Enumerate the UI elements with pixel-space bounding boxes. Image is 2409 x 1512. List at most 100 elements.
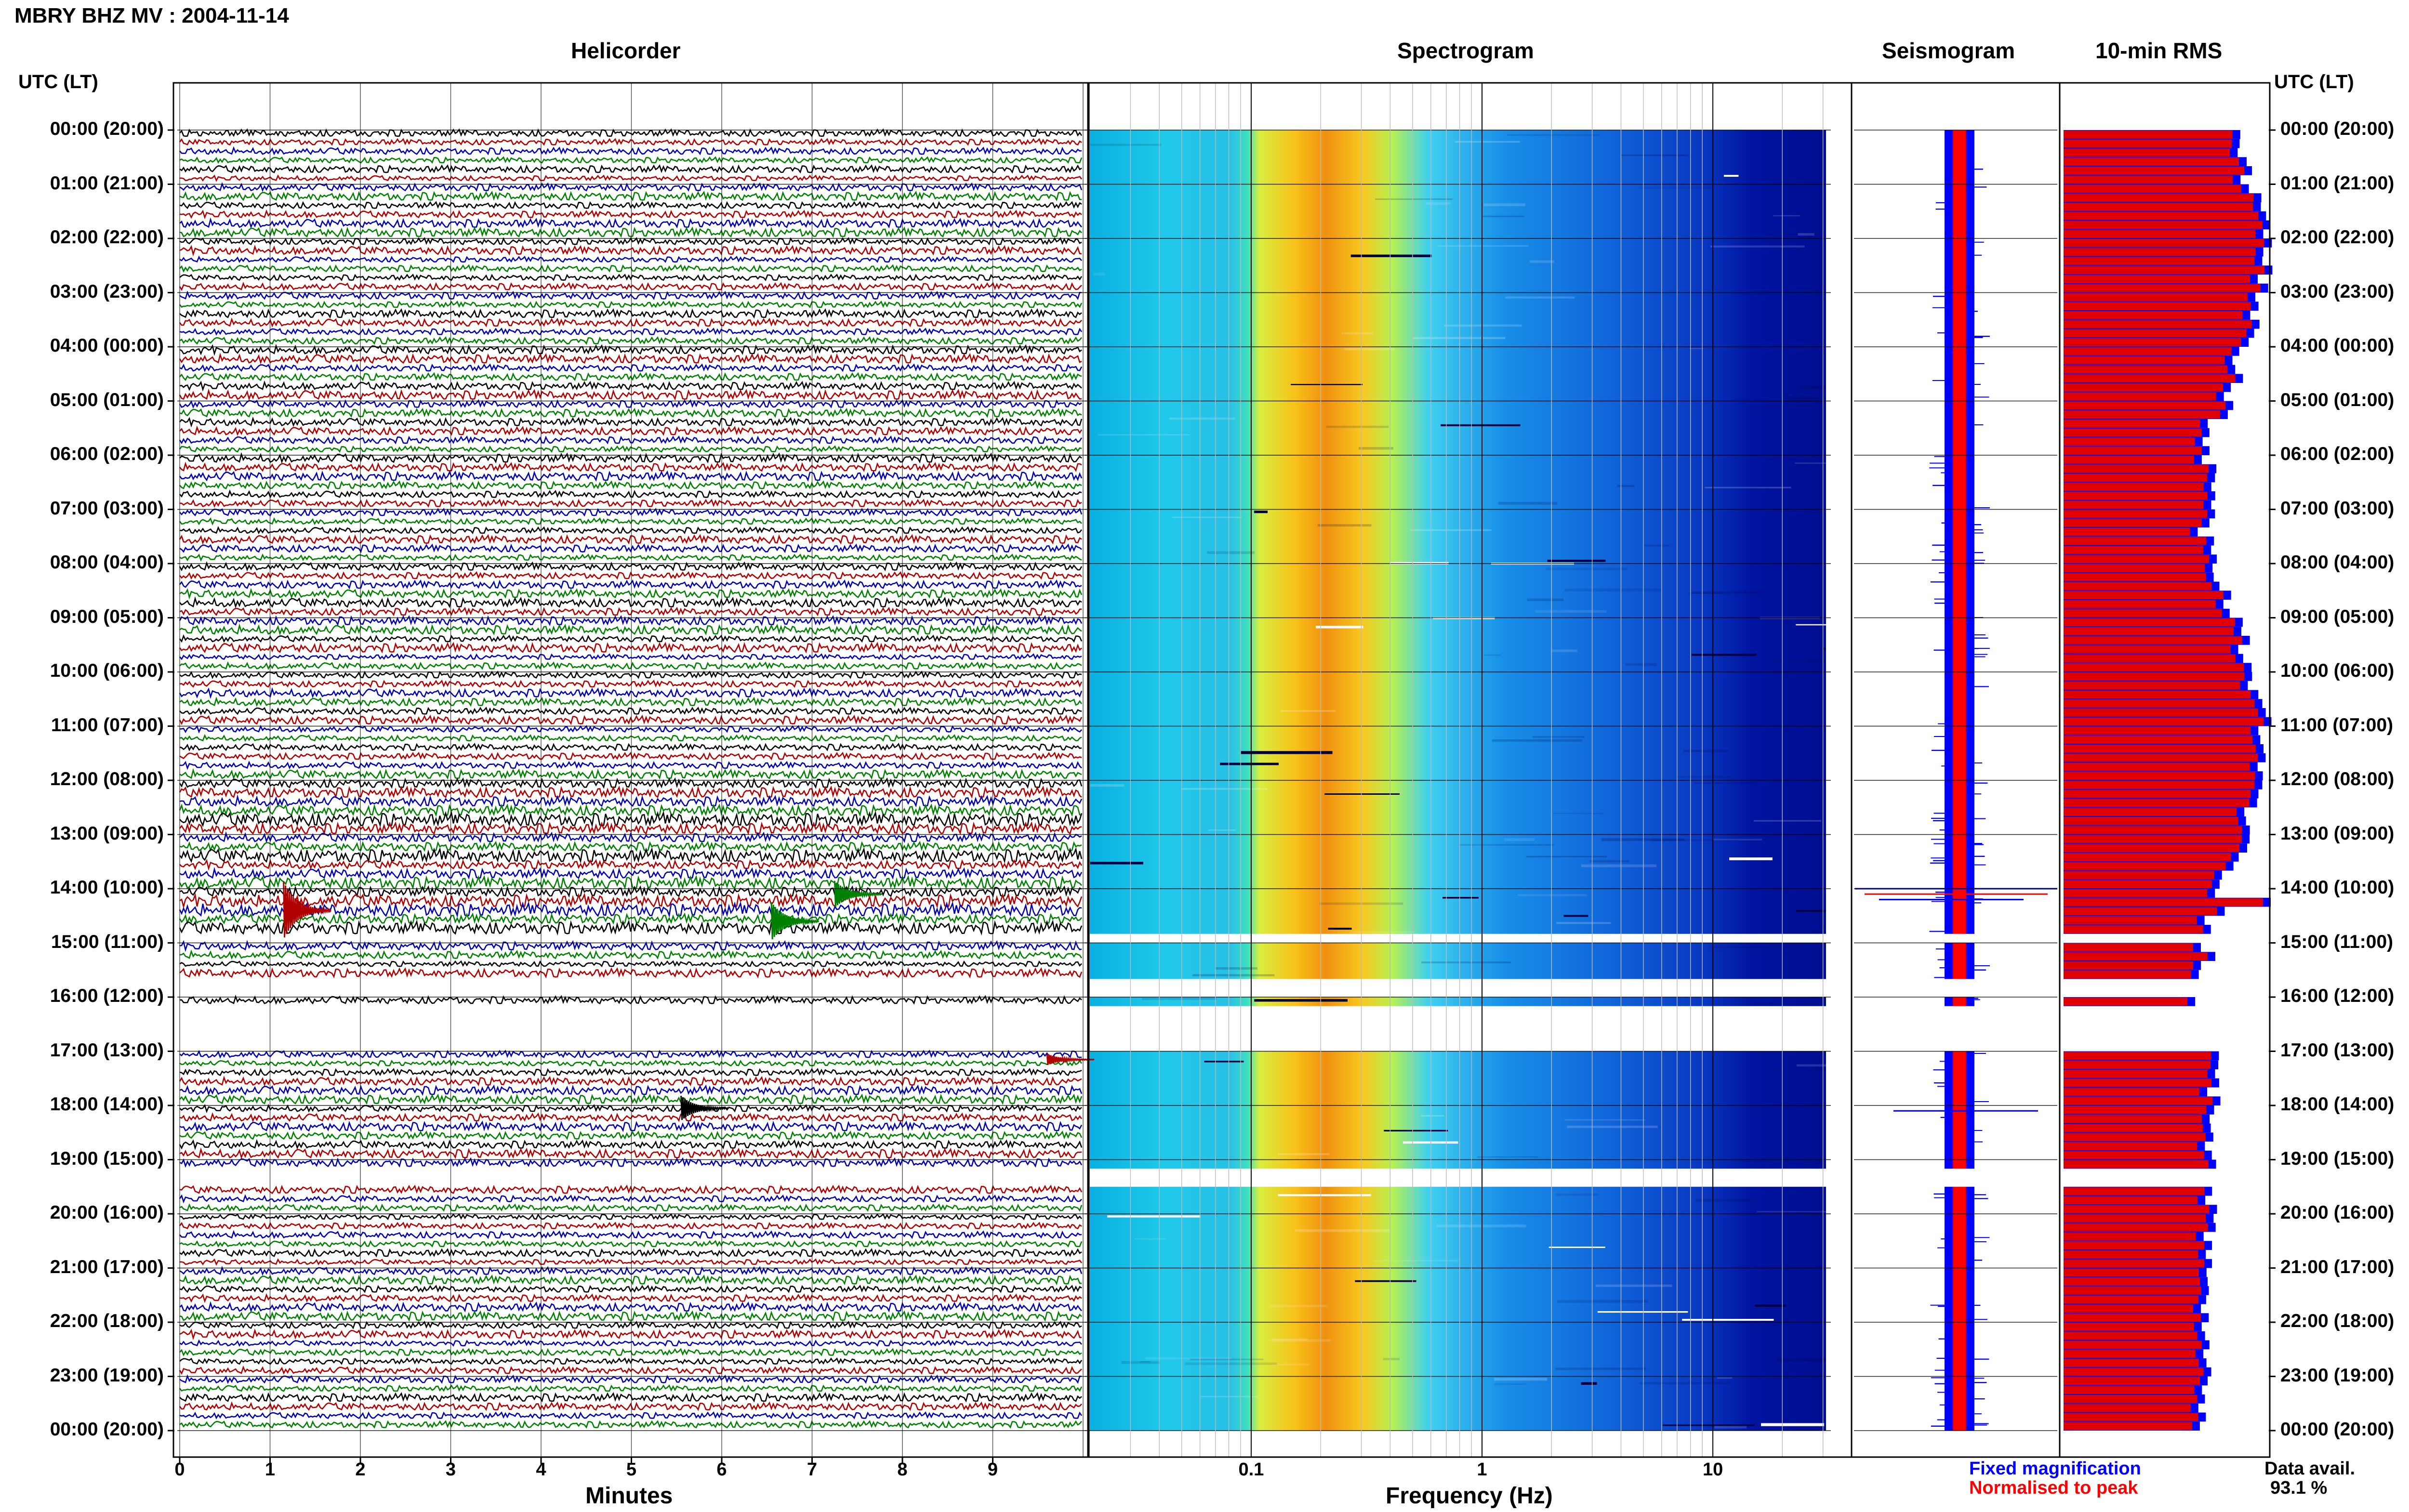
helicorder-trace <box>179 508 1083 517</box>
helicorder-trace <box>179 768 1082 780</box>
rms-bar-normalised <box>2064 510 2208 518</box>
helicorder-trace <box>179 1059 1083 1067</box>
helicorder-trace <box>179 1213 1082 1221</box>
rms-bar-normalised <box>2064 500 2204 509</box>
time-tick-label-left: 16:00 (12:00) <box>50 986 164 1006</box>
time-tick-label-left: 07:00 (03:00) <box>50 498 164 519</box>
time-tick-label-left: 21:00 (17:00) <box>50 1256 164 1277</box>
rms-bar-normalised <box>2064 970 2191 979</box>
helicorder-trace <box>179 543 1082 553</box>
rms-bar-normalised <box>2064 1259 2204 1268</box>
helicorder-trace <box>179 1139 1083 1150</box>
helicorder-trace <box>179 940 1082 952</box>
time-tick-label-right: 12:00 (08:00) <box>2280 769 2395 789</box>
helicorder-trace <box>179 724 1082 734</box>
legend-fixed-magnification: Fixed magnification <box>1969 1459 2141 1479</box>
helicorder-trace <box>179 1357 1083 1365</box>
time-tick-label-left: 05:00 (01:00) <box>50 389 164 410</box>
rms-bar-normalised <box>2064 564 2205 572</box>
rms-bar-normalised <box>2064 266 2265 274</box>
helicorder-trace <box>180 174 1083 182</box>
helicorder-trace <box>179 588 1083 600</box>
helicorder-trace <box>179 821 1082 835</box>
helicorder-event <box>770 902 820 940</box>
rms-bar-normalised <box>2064 826 2242 834</box>
spectrogram-block-3 <box>1090 1051 1826 1169</box>
rms-bar-normalised <box>2064 907 2217 916</box>
rms-bar-normalised <box>2064 681 2240 690</box>
helicorder-trace <box>179 1265 1083 1276</box>
helicorder-trace <box>179 1420 1082 1429</box>
rms-bar-normalised <box>2064 537 2207 545</box>
rms-bar-normalised <box>2064 420 2200 428</box>
rms-bar-normalised <box>2064 1052 2211 1060</box>
helicorder-trace <box>179 526 1083 535</box>
helicorder-trace <box>179 1310 1082 1322</box>
rms-bar-normalised <box>2064 1061 2211 1069</box>
helicorder-trace <box>179 875 1082 890</box>
helicorder-x-tick-label: 5 <box>626 1459 637 1480</box>
helicorder-trace <box>179 1384 1083 1393</box>
rms-bar-normalised <box>2064 1359 2199 1367</box>
rms-bar-normalised <box>2064 763 2250 771</box>
helicorder-trace <box>179 1365 1082 1375</box>
time-tick-label-right: 06:00 (02:00) <box>2280 444 2395 464</box>
seismogram-traces <box>1855 130 2057 1431</box>
helicorder-trace <box>179 156 1083 164</box>
rms-bar-normalised <box>2064 492 2208 500</box>
rms-bar-normalised <box>2064 175 2233 184</box>
spectrogram-image <box>1090 130 1826 1431</box>
helicorder-x-tick-label: 7 <box>807 1459 818 1480</box>
helicorder-trace <box>179 1293 1082 1303</box>
rms-bar-normalised <box>2064 437 2195 446</box>
rms-bar-normalised <box>2064 1377 2200 1385</box>
rms-bar-normalised <box>2064 1070 2208 1078</box>
time-tick-label-right: 22:00 (18:00) <box>2280 1311 2395 1331</box>
helicorder-trace <box>179 615 1083 626</box>
rms-bar-normalised <box>2064 1277 2200 1286</box>
rms-bar-normalised <box>2064 880 2212 888</box>
rms-bar-normalised <box>2064 239 2264 247</box>
rms-bar-normalised <box>2064 961 2194 970</box>
time-tick-label-left: 04:00 (00:00) <box>50 335 164 356</box>
helicorder-x-axis-label: Minutes <box>585 1483 673 1509</box>
spectrogram-block-4 <box>1090 1186 1826 1431</box>
helicorder-trace <box>179 867 1083 880</box>
rms-bar-normalised <box>2064 311 2243 319</box>
rms-bar-normalised <box>2064 1115 2202 1123</box>
helicorder-trace <box>179 634 1083 643</box>
helicorder-x-tick-label: 0 <box>174 1459 185 1480</box>
helicorder-x-tick-label: 6 <box>716 1459 727 1480</box>
helicorder-trace <box>179 760 1082 770</box>
time-tick-label-right: 01:00 (21:00) <box>2280 172 2395 194</box>
time-tick-label-left: 13:00 (09:00) <box>50 823 164 844</box>
seismogram-trace <box>1945 1186 1974 1431</box>
helicorder-event <box>680 1095 729 1120</box>
helicorder-trace <box>179 847 1083 864</box>
helicorder-trace <box>179 811 1083 828</box>
spectrogram-block-2 <box>1090 997 1826 1006</box>
time-tick-label-left: 20:00 (16:00) <box>50 1202 164 1223</box>
helicorder-trace <box>179 1120 1083 1132</box>
helicorder-trace <box>179 1401 1082 1411</box>
rms-bar-normalised <box>2064 158 2239 166</box>
rms-bar-normalised <box>2064 627 2234 635</box>
rms-bar-normalised <box>2064 230 2256 238</box>
seismogram-panel-title: Seismogram <box>1882 38 2015 63</box>
helicorder-trace <box>179 301 1083 309</box>
helicorder-trace <box>179 190 1082 202</box>
rms-bar-normalised <box>2064 383 2224 392</box>
time-tick-label-left: 06:00 (02:00) <box>50 444 164 464</box>
rms-bar-normalised <box>2064 726 2251 735</box>
rms-bar-normalised <box>2064 555 2210 563</box>
helicorder-trace <box>179 290 1082 301</box>
time-tick-label-left: 02:00 (22:00) <box>50 227 164 248</box>
rms-bar-normalised <box>2064 925 2203 933</box>
rms-bar-normalised <box>2064 284 2261 292</box>
helicorder-trace <box>179 164 1082 174</box>
time-tick-label-left: 03:00 (23:00) <box>50 281 164 302</box>
helicorder-trace <box>179 388 1082 401</box>
seismogram-trace <box>1945 1051 1974 1169</box>
helicorder-trace <box>179 949 1083 960</box>
